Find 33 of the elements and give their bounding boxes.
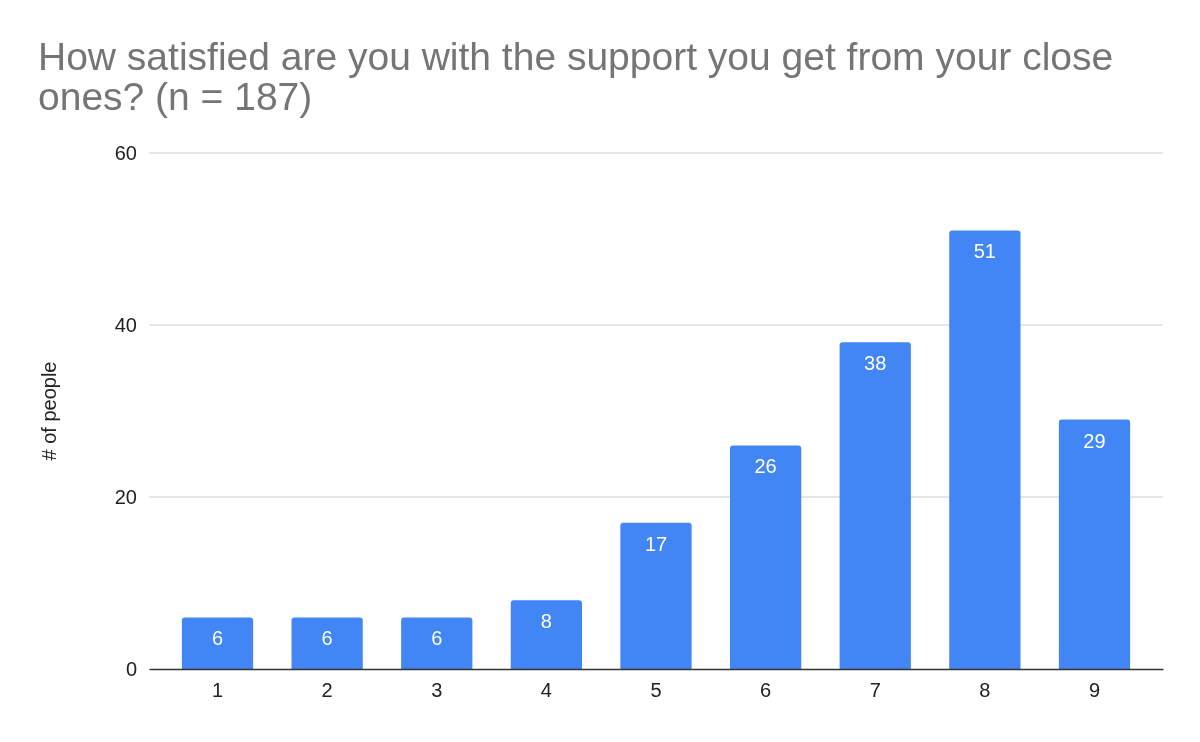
bar <box>729 445 802 669</box>
bar <box>291 617 363 669</box>
x-tick-label: 6 <box>760 679 772 702</box>
data-label: 38 <box>864 352 887 375</box>
bar <box>510 600 583 669</box>
x-tick-label: 2 <box>321 679 333 702</box>
bar <box>949 230 1021 669</box>
x-tick-label: 1 <box>211 679 224 702</box>
bar <box>620 522 692 669</box>
bar <box>401 617 473 669</box>
x-tick-label: 3 <box>431 679 443 702</box>
chart-title: How satisfied are you with the support you get from your close ones? (n = 187) <box>38 35 1114 118</box>
data-label: 29 <box>1083 429 1106 452</box>
data-label: 26 <box>754 455 777 478</box>
x-tick-label: 4 <box>540 679 552 702</box>
y-tick-label: 0 <box>125 657 137 680</box>
y-tick-label: 60 <box>114 141 137 164</box>
data-label: 6 <box>211 627 224 650</box>
y-axis-title: # of people <box>38 361 60 461</box>
bar <box>1058 419 1131 669</box>
data-label: 8 <box>540 610 552 633</box>
data-label: 51 <box>973 240 996 263</box>
bar <box>181 617 254 669</box>
data-label: 6 <box>431 627 443 650</box>
x-tick-label: 9 <box>1088 679 1101 702</box>
y-tick-label: 20 <box>114 485 137 508</box>
data-label: 17 <box>644 532 668 555</box>
x-tick-label: 7 <box>869 679 881 702</box>
x-tick-label: 8 <box>979 679 991 702</box>
data-label: 6 <box>321 627 333 650</box>
bar <box>839 342 911 669</box>
y-tick-label: 40 <box>114 313 137 336</box>
x-tick-label: 5 <box>650 679 662 702</box>
